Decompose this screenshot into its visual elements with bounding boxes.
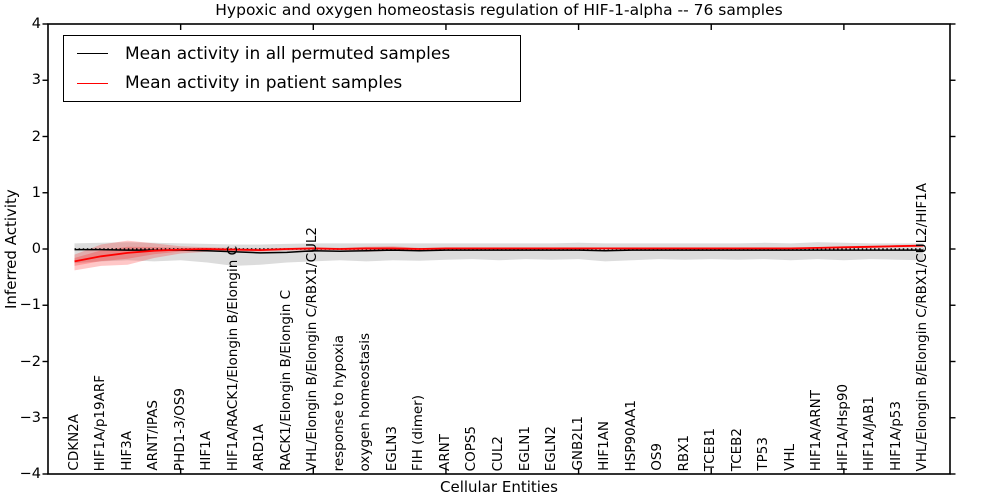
permuted-confidence-band xyxy=(74,242,924,266)
y-tick-label: 2 xyxy=(31,128,41,145)
legend-line-sample-red xyxy=(77,82,108,84)
legend-line-sample-black xyxy=(77,53,108,55)
x-category-label: ARNT xyxy=(436,434,453,471)
x-category-label: oxygen homeostasis xyxy=(357,332,374,472)
x-category-label: CDKN2A xyxy=(65,414,82,471)
x-category-label: VHL/Elongin B/Elongin C/RBX1/CUL2/HIF1A xyxy=(914,182,931,471)
x-category-label: ARNT/IPAS xyxy=(145,400,162,471)
x-category-label: TCEB2 xyxy=(728,427,745,471)
x-category-label: OS9 xyxy=(649,443,666,471)
y-tick-label: 3 xyxy=(31,72,41,89)
x-category-label: CUL2 xyxy=(490,435,506,471)
patient-mean-line xyxy=(74,244,924,263)
legend-label: Mean activity in all permuted samples xyxy=(125,43,451,64)
legend: Mean activity in all permuted samples Me… xyxy=(63,35,521,102)
x-category-label: HIF1A/p53 xyxy=(887,400,904,471)
y-tick-label: −1 xyxy=(19,297,41,314)
legend-label: Mean activity in patient samples xyxy=(125,73,403,94)
x-category-label: HIF1A/Hsp90 xyxy=(834,383,851,471)
x-category-label: TCEB1 xyxy=(702,427,719,471)
x-category-label: EGLN3 xyxy=(383,425,400,471)
y-tick-label: −3 xyxy=(19,409,41,426)
x-category-label: VHL xyxy=(781,444,798,471)
x-category-label: ARD1A xyxy=(251,424,268,471)
x-category-label: HIF1AN xyxy=(596,421,613,471)
y-tick-label: 1 xyxy=(31,184,41,201)
y-tick-label: 0 xyxy=(31,241,41,257)
x-category-label: HSP90AA1 xyxy=(622,399,639,471)
x-category-label: COPS5 xyxy=(463,425,480,471)
x-category-label: HIF1A xyxy=(198,431,215,471)
legend-entry-permuted: Mean activity in all permuted samples xyxy=(64,44,520,64)
x-category-label: EGLN2 xyxy=(543,425,560,471)
x-category-label: HIF3A xyxy=(118,431,135,471)
x-category-label: HIF1A/ARNT xyxy=(808,389,825,471)
permuted-mean-line xyxy=(74,248,924,254)
x-category-label: HIF1A/JAB1 xyxy=(861,395,878,471)
x-category-label: TP53 xyxy=(755,437,772,471)
x-category-label: PHD1-3/OS9 xyxy=(171,387,188,471)
y-tick-label: 4 xyxy=(31,16,41,32)
x-category-label: response to hypoxia xyxy=(330,334,347,471)
chart-title: Hypoxic and oxygen homeostasis regulatio… xyxy=(215,1,783,19)
x-category-label: HIF1A/RACK1/Elongin B/Elongin C xyxy=(224,245,241,471)
x-category-label: EGLN1 xyxy=(516,425,533,471)
x-category-label: GNB2L1 xyxy=(569,416,586,471)
x-category-label: HIF1A/p19ARF xyxy=(92,374,109,471)
x-category-label: VHL/Elongin B/Elongin C/RBX1/CUL2 xyxy=(304,226,321,471)
y-tick-label: −2 xyxy=(19,353,41,370)
x-category-label: RACK1/Elongin B/Elongin C xyxy=(277,289,294,471)
y-tick-label: −4 xyxy=(19,466,41,482)
legend-entry-patient: Mean activity in patient samples xyxy=(64,73,520,93)
x-category-label: RBX1 xyxy=(675,434,692,471)
x-axis-label: Cellular Entities xyxy=(440,478,558,496)
x-category-label: FIH (dimer) xyxy=(410,394,427,471)
